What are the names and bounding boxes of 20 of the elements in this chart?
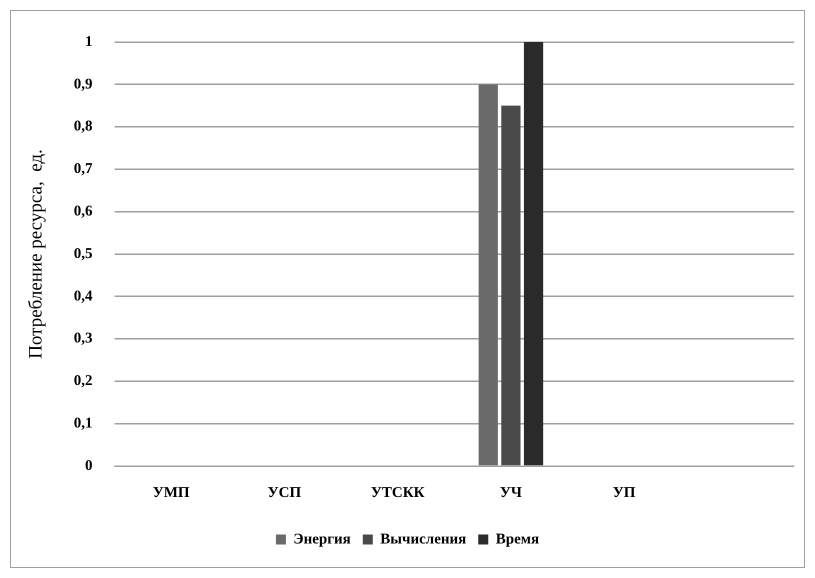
x-tick-label: УЧ	[500, 484, 522, 501]
y-tick-label: 1	[85, 34, 93, 50]
legend-label: Вычисления	[380, 531, 466, 548]
y-tick-label: 0	[85, 458, 93, 474]
y-tick-label: 0,2	[74, 373, 93, 390]
y-tick-label: 0,4	[74, 288, 94, 304]
x-tick-label: УМП	[152, 484, 190, 501]
y-tick-label: 0,6	[74, 203, 94, 220]
x-tick-label: УТСКК	[370, 484, 425, 501]
y-tick-label: 0,1	[74, 415, 93, 432]
y-axis-title: Потребление ресурса, ед.	[25, 149, 46, 359]
legend-label: Время	[496, 531, 540, 548]
y-tick-label: 0,7	[74, 161, 94, 178]
y-tick-label: 0,3	[74, 330, 93, 347]
x-tick-label: УП	[612, 484, 636, 501]
y-tick-label: 0,5	[74, 246, 93, 262]
legend-label: Энергия	[293, 531, 351, 548]
y-tick-label: 0,9	[74, 76, 93, 92]
y-tick-label: 0,8	[74, 118, 93, 135]
x-tick-label: УСП	[268, 484, 302, 501]
